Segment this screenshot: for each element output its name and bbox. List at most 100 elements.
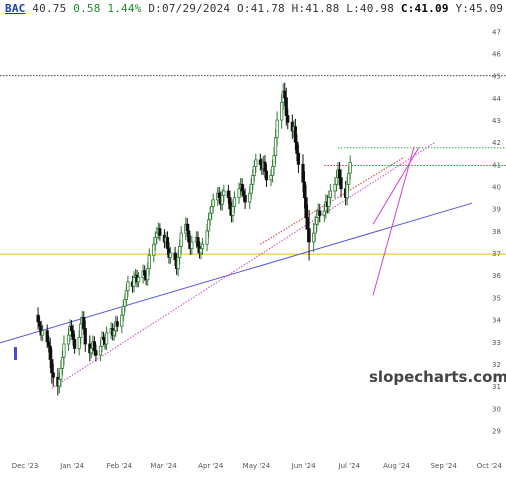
candle-body <box>124 290 128 301</box>
candle-body <box>57 379 61 387</box>
y-tick-label: 40 <box>492 184 501 192</box>
candle-body <box>45 330 49 343</box>
candle-body <box>115 321 119 327</box>
candle-body <box>104 332 109 345</box>
candle-body <box>196 237 200 247</box>
y-tick-label: 33 <box>492 339 501 347</box>
candle-body <box>328 190 333 199</box>
candle-body <box>62 343 66 358</box>
symbol-link[interactable]: BAC <box>5 2 26 15</box>
candle-body <box>66 334 71 345</box>
candle-body <box>185 223 189 232</box>
trendline <box>372 147 420 225</box>
candle-body <box>158 228 162 236</box>
candle-body <box>41 330 45 336</box>
candle-body <box>348 161 352 174</box>
candle-body <box>211 199 215 207</box>
watermark: slopecharts.com <box>369 368 506 386</box>
candle-body <box>231 206 235 216</box>
candle-body <box>59 367 63 380</box>
candle-body <box>48 345 52 360</box>
candle-body <box>126 281 130 292</box>
candle-body <box>69 325 74 332</box>
candle-body <box>337 169 342 179</box>
candle-body <box>83 328 87 345</box>
candle-body <box>121 305 125 316</box>
candle-body <box>47 341 51 347</box>
candle-body <box>293 126 297 143</box>
candle-body <box>307 228 311 243</box>
candle-body <box>132 277 136 287</box>
close-label: C: <box>400 2 415 15</box>
candle-body <box>112 330 116 336</box>
candle-body <box>339 177 343 190</box>
candle-body <box>51 372 55 378</box>
x-tick-label: Mar '24 <box>150 462 177 470</box>
candle-body <box>98 345 103 356</box>
y-tick-label: 45 <box>492 73 501 81</box>
candle-body <box>228 197 232 210</box>
candle-body <box>208 212 212 221</box>
y-tick-label: 43 <box>492 117 501 125</box>
candle-body <box>206 219 211 232</box>
candle-body <box>217 192 221 199</box>
y-tick-label: 44 <box>492 95 501 103</box>
candle-body <box>270 166 275 176</box>
candle-body <box>79 323 83 338</box>
candle-body <box>222 190 226 196</box>
candle-body <box>254 159 258 167</box>
candle-body <box>123 299 127 307</box>
high-label: H: <box>291 2 306 15</box>
candle-body <box>315 217 319 225</box>
x-axis: Dec '23 Jan '24 Feb '24 Mar '24 Apr '24 May '… <box>12 462 503 470</box>
y-tick-label: 39 <box>492 206 501 214</box>
price-change: 0.58 <box>73 2 101 15</box>
candle-body <box>120 314 124 327</box>
candle-body <box>269 175 273 181</box>
y-axis: 29 30 31 32 33 34 35 36 37 38 39 40 41 42 43 44 45 46 47 <box>492 28 501 435</box>
low-label: L: <box>346 2 360 15</box>
x-tick-label: Jul '24 <box>338 462 361 470</box>
candle-body <box>240 183 244 192</box>
candle-body <box>345 183 349 199</box>
candle-body <box>249 183 253 194</box>
candle-body <box>275 119 279 139</box>
candle-body <box>153 237 157 245</box>
y-tick-label: 37 <box>492 250 501 258</box>
candle-body <box>295 141 299 154</box>
candle-body <box>237 188 241 199</box>
candle-body <box>301 163 305 183</box>
candle-body <box>304 197 308 218</box>
candle-body <box>312 232 316 243</box>
candle-body <box>273 137 278 156</box>
y-tick-label: 31 <box>492 383 501 391</box>
candle-body <box>318 210 322 216</box>
trendline <box>51 141 436 389</box>
horizontal-lines <box>0 75 506 255</box>
last-price: 40.75 <box>32 2 67 15</box>
candle-body <box>50 359 54 374</box>
candle-body <box>284 97 288 116</box>
y-tick-label: 35 <box>492 294 501 302</box>
candle-body <box>147 254 151 269</box>
candle-body <box>251 175 255 185</box>
candle-body <box>327 197 331 207</box>
y-tick-label: 32 <box>492 361 501 369</box>
candle-body <box>313 223 317 234</box>
candle-body <box>143 270 147 276</box>
trendline <box>372 146 415 296</box>
candlesticks <box>36 82 352 396</box>
candle-body <box>136 277 141 283</box>
x-tick-label: Aug '24 <box>383 462 410 470</box>
candle-body <box>37 321 42 327</box>
x-tick-label: Jan '24 <box>59 462 84 470</box>
candle-body <box>82 316 86 329</box>
trendline <box>0 202 473 344</box>
y-tick-label: 46 <box>492 50 501 58</box>
candle-body <box>305 217 310 230</box>
candle-body <box>73 339 77 349</box>
x-tick-label: Apr '24 <box>198 462 224 470</box>
candle-body <box>333 183 337 192</box>
candle-body <box>210 206 214 214</box>
